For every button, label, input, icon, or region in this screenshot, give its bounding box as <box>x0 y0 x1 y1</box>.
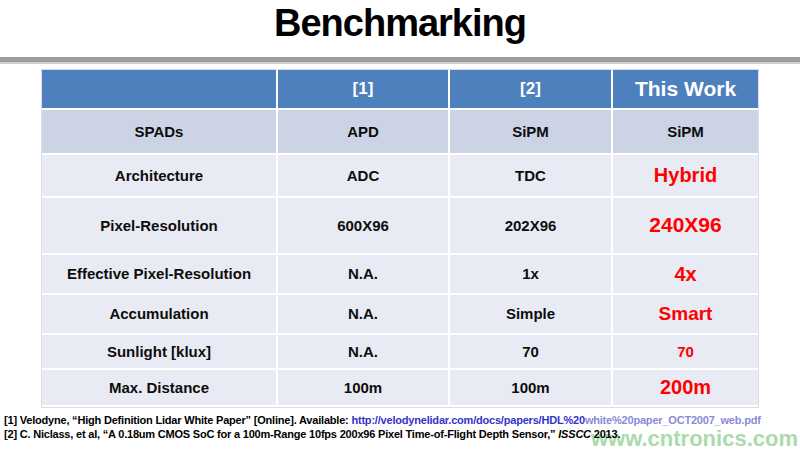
row-label-architecture: Architecture <box>42 155 278 198</box>
cell-spads-ref1: APD <box>278 110 450 155</box>
col-header-this-work: This Work <box>613 70 758 110</box>
reference-1-url[interactable]: http://velodynelidar.com/docs/papers/HDL… <box>351 414 584 426</box>
cell-spads-this-work: SiPM <box>613 110 758 155</box>
col-header-blank <box>42 70 278 110</box>
cell-pixel-resolution-this-work: 240X96 <box>613 198 758 255</box>
cell-spads-ref2: SiPM <box>450 110 613 155</box>
cell-architecture-this-work: Hybrid <box>613 155 758 198</box>
cell-max-distance-ref2: 100m <box>450 370 613 407</box>
row-label-max-distance: Max. Distance <box>42 370 278 407</box>
reference-1-url-tail[interactable]: white%20paper_OCT2007_web.pdf <box>585 414 761 426</box>
row-label-accumulation: Accumulation <box>42 295 278 335</box>
slide: Benchmarking [1] [2] This Work SPADs APD… <box>0 0 800 451</box>
cell-pixel-resolution-ref1: 600X96 <box>278 198 450 255</box>
row-label-sunlight: Sunlight [klux] <box>42 335 278 370</box>
page-title: Benchmarking <box>0 2 800 45</box>
reference-1: [1] Velodyne, “High Definition Lidar Whi… <box>4 413 800 427</box>
row-label-spads: SPADs <box>42 110 278 155</box>
col-header-ref2: [2] <box>450 70 613 110</box>
references: [1] Velodyne, “High Definition Lidar Whi… <box>4 413 800 441</box>
cell-architecture-ref1: ADC <box>278 155 450 198</box>
reference-2-text: [2] C. Niclass, et al, “A 0.18um CMOS So… <box>4 428 558 440</box>
cell-sunlight-this-work: 70 <box>613 335 758 370</box>
cell-effective-ref2: 1x <box>450 255 613 295</box>
cell-effective-this-work: 4x <box>613 255 758 295</box>
title-divider-bar <box>0 57 800 64</box>
benchmark-table: [1] [2] This Work SPADs APD SiPM SiPM Ar… <box>42 70 758 407</box>
reference-2-journal: ISSCC <box>558 428 591 440</box>
cell-accumulation-this-work: Smart <box>613 295 758 335</box>
cell-accumulation-ref1: N.A. <box>278 295 450 335</box>
col-header-ref1: [1] <box>278 70 450 110</box>
cell-pixel-resolution-ref2: 202X96 <box>450 198 613 255</box>
cell-architecture-ref2: TDC <box>450 155 613 198</box>
row-label-pixel-resolution: Pixel-Resolution <box>42 198 278 255</box>
cell-sunlight-ref1: N.A. <box>278 335 450 370</box>
cell-max-distance-this-work: 200m <box>613 370 758 407</box>
cell-accumulation-ref2: Simple <box>450 295 613 335</box>
reference-2-year: 2013. <box>591 428 620 440</box>
cell-max-distance-ref1: 100m <box>278 370 450 407</box>
cell-effective-ref1: N.A. <box>278 255 450 295</box>
cell-sunlight-ref2: 70 <box>450 335 613 370</box>
reference-2: [2] C. Niclass, et al, “A 0.18um CMOS So… <box>4 427 800 441</box>
row-label-effective-pixel-resolution: Effective Pixel-Resolution <box>42 255 278 295</box>
reference-1-text: [1] Velodyne, “High Definition Lidar Whi… <box>4 414 351 426</box>
